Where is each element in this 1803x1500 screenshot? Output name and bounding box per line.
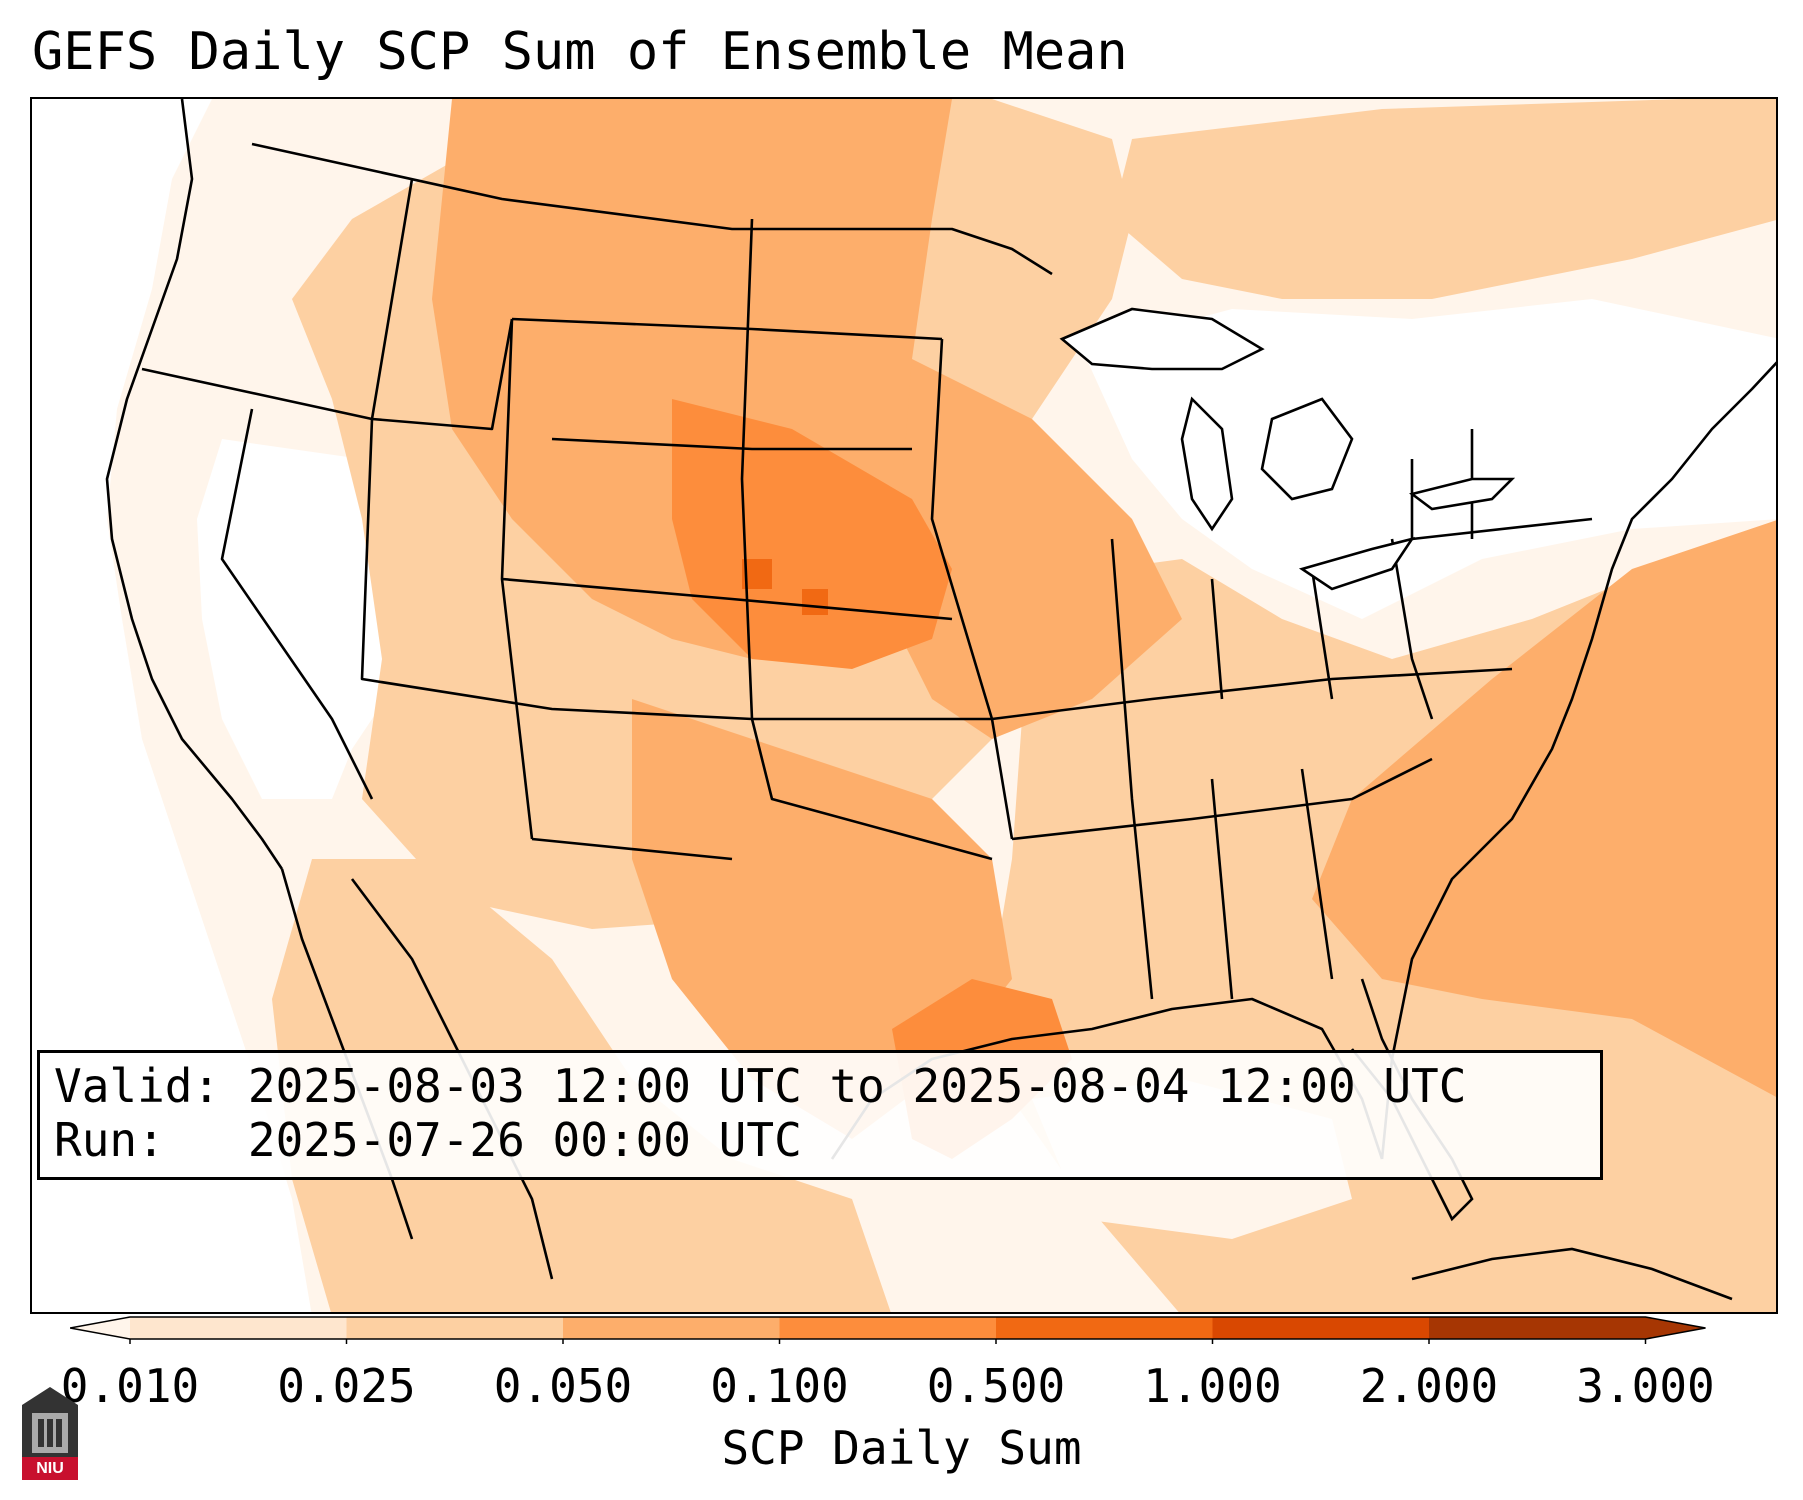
cuba-outline — [1411, 1247, 1733, 1301]
colorbar-tick-label: 0.100 — [710, 1359, 849, 1413]
colorbar-segment — [996, 1317, 1213, 1339]
colorbar-segment — [130, 1317, 347, 1339]
colorbar-tick-label: 0.025 — [277, 1359, 416, 1413]
kansas-max-patch — [802, 589, 828, 615]
colorbar-extend-high — [1645, 1317, 1706, 1339]
colorbar-tick-label: 3.000 — [1576, 1359, 1715, 1413]
colorbar — [70, 1316, 1706, 1344]
niu-logo-icon — [22, 1387, 78, 1480]
great-lakes — [1059, 307, 1516, 591]
colorbar-segment — [1212, 1317, 1430, 1339]
colorbar-tick-label: 1.000 — [1143, 1359, 1282, 1413]
valid-time-range: 2025-08-03 12:00 UTC to 2025-08-04 12:00… — [247, 1059, 1467, 1113]
colorbar-segment — [563, 1317, 780, 1339]
california-low-region — [197, 439, 412, 799]
colorbar-segment — [346, 1317, 564, 1339]
colorbar-tick-label: 0.500 — [926, 1359, 1066, 1413]
colorbar-tick-label: 2.000 — [1359, 1359, 1499, 1413]
colorbar-tick-label: 0.050 — [493, 1359, 633, 1413]
colorbar-extend-low — [70, 1317, 130, 1339]
colorbar-segment — [779, 1317, 997, 1339]
northeast-low-region — [1082, 299, 1776, 619]
valid-label: Valid: — [54, 1059, 221, 1113]
map-title: GEFS Daily SCP Sum of Ensemble Mean — [32, 22, 1128, 82]
canada-moderate-region — [1112, 99, 1776, 299]
logo-text: NIU — [36, 1460, 64, 1477]
pacific-low-region — [32, 99, 312, 1312]
valid-run-info-box: Valid: 2025-08-03 12:00 UTC to 2025-08-0… — [37, 1050, 1603, 1180]
run-label: Run: — [54, 1113, 165, 1167]
colorbar-segments — [70, 1317, 1706, 1339]
colorbar-tick-label: 0.010 — [60, 1359, 200, 1413]
colorbar-label: SCP Daily Sum — [721, 1421, 1082, 1475]
run-time: 2025-07-26 00:00 UTC — [247, 1113, 802, 1167]
colorbar-segment — [1429, 1317, 1646, 1339]
midwest-high-region — [892, 359, 1182, 739]
atlantic-high-region — [1312, 520, 1776, 1097]
